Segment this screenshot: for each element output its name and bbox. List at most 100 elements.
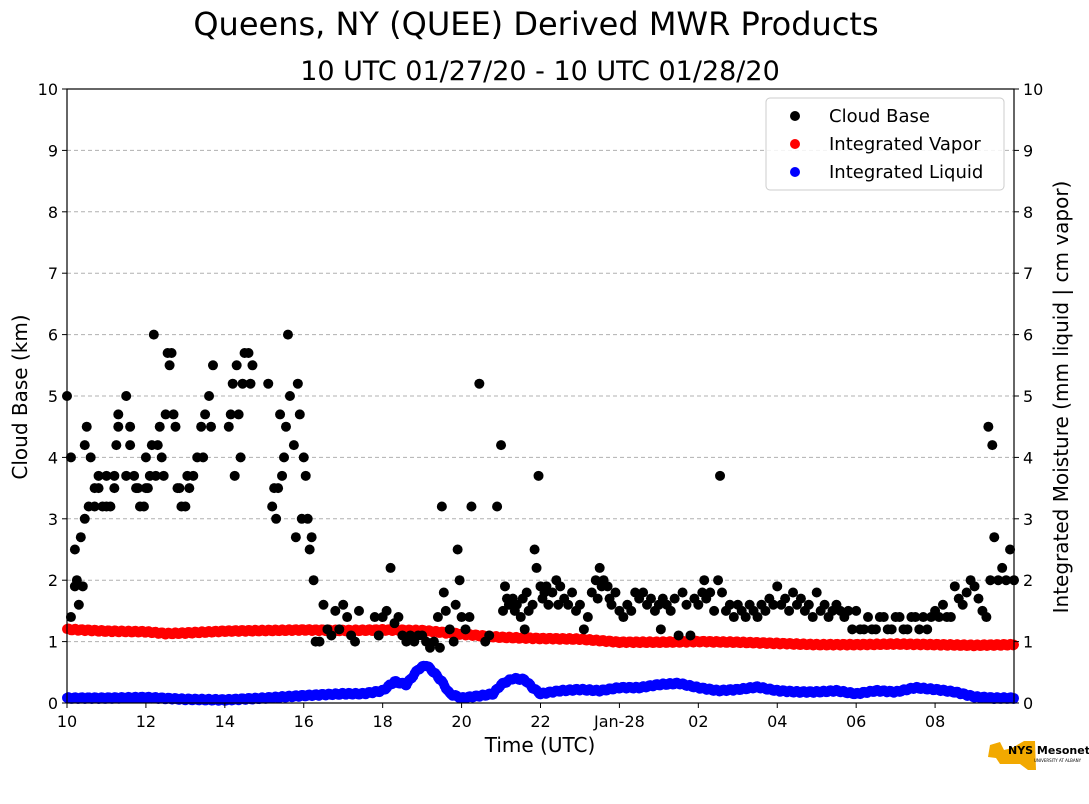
cloud-base-point xyxy=(289,440,299,450)
cloud-base-point xyxy=(796,594,806,604)
cloud-base-point xyxy=(105,502,115,512)
cloud-base-point xyxy=(729,612,739,622)
series-integrated-liquid xyxy=(62,661,1019,706)
cloud-base-point xyxy=(196,422,206,432)
cloud-base-point xyxy=(638,587,648,597)
cloud-base-point xyxy=(666,606,676,616)
x-tick-label: 06 xyxy=(846,712,866,731)
cloud-base-point xyxy=(437,502,447,512)
y-tick-label: 1 xyxy=(48,633,58,652)
cloud-base-point xyxy=(291,532,301,542)
cloud-base-point xyxy=(206,422,216,432)
y2-tick-label: 5 xyxy=(1023,387,1033,406)
cloud-base-point xyxy=(887,624,897,634)
y-tick-label: 9 xyxy=(48,141,58,160)
x-tick-label: 12 xyxy=(136,712,156,731)
x-tick-label: 22 xyxy=(530,712,550,731)
cloud-base-point xyxy=(445,624,455,634)
cloud-base-point xyxy=(303,514,313,524)
cloud-base-point xyxy=(567,587,577,597)
cloud-base-point xyxy=(543,600,553,610)
cloud-base-point xyxy=(318,600,328,610)
cloud-base-point xyxy=(129,471,139,481)
legend-label-integrated-vapor: Integrated Vapor xyxy=(829,134,981,155)
legend-marker-cloud-base xyxy=(790,111,800,121)
cloud-base-point xyxy=(983,422,993,432)
cloud-base-point xyxy=(705,587,715,597)
cloud-base-point xyxy=(228,379,238,389)
cloud-base-point xyxy=(851,606,861,616)
cloud-base-point xyxy=(670,594,680,604)
cloud-base-point xyxy=(121,391,131,401)
cloud-base-point xyxy=(165,360,175,370)
cloud-base-point xyxy=(109,483,119,493)
cloud-base-point xyxy=(753,612,763,622)
cloud-base-point xyxy=(149,330,159,340)
cloud-base-point xyxy=(863,612,873,622)
y2-tick-label: 8 xyxy=(1023,203,1033,222)
cloud-base-point xyxy=(309,575,319,585)
x-tick-label: 16 xyxy=(294,712,314,731)
legend-marker-integrated-liquid xyxy=(790,167,800,177)
cloud-base-point xyxy=(516,612,526,622)
cloud-base-point xyxy=(603,581,613,591)
chart: Queens, NY (QUEE) Derived MWR Products 1… xyxy=(0,0,1089,804)
cloud-base-point xyxy=(772,581,782,591)
cloud-base-point xyxy=(273,483,283,493)
cloud-base-point xyxy=(484,630,494,640)
cloud-base-point xyxy=(111,440,121,450)
cloud-base-point xyxy=(374,630,384,640)
y2-tick-label: 9 xyxy=(1023,141,1033,160)
cloud-base-point xyxy=(244,348,254,358)
cloud-base-point xyxy=(439,587,449,597)
cloud-base-point xyxy=(224,422,234,432)
cloud-base-point xyxy=(386,563,396,573)
cloud-base-point xyxy=(583,612,593,622)
cloud-base-point xyxy=(200,409,210,419)
cloud-base-point xyxy=(275,409,285,419)
cloud-base-point xyxy=(113,422,123,432)
cloud-base-point xyxy=(342,612,352,622)
y2-tick-label: 1 xyxy=(1023,633,1033,652)
series-cloud-base xyxy=(62,330,1019,653)
cloud-base-point xyxy=(520,624,530,634)
cloud-base-point xyxy=(685,630,695,640)
y2-tick-label: 2 xyxy=(1023,571,1033,590)
cloud-base-point xyxy=(555,581,565,591)
cloud-base-point xyxy=(656,624,666,634)
cloud-base-point xyxy=(464,612,474,622)
cloud-base-point xyxy=(113,409,123,419)
y-tick-label: 7 xyxy=(48,264,58,283)
cloud-base-point xyxy=(157,452,167,462)
cloud-base-point xyxy=(699,575,709,585)
cloud-base-point xyxy=(970,581,980,591)
cloud-base-point xyxy=(180,502,190,512)
cloud-base-point xyxy=(234,409,244,419)
cloud-base-point xyxy=(125,440,135,450)
cloud-base-point xyxy=(593,594,603,604)
x-tick-label: 02 xyxy=(688,712,708,731)
cloud-base-point xyxy=(334,624,344,634)
cloud-base-point xyxy=(245,379,255,389)
y2-tick-label: 6 xyxy=(1023,326,1033,345)
cloud-base-point xyxy=(76,532,86,542)
cloud-base-point xyxy=(938,600,948,610)
cloud-base-point xyxy=(989,532,999,542)
cloud-base-point xyxy=(474,379,484,389)
y-tick-label: 4 xyxy=(48,448,58,467)
cloud-base-point xyxy=(500,581,510,591)
cloud-base-point xyxy=(198,452,208,462)
y2-tick-label: 0 xyxy=(1023,694,1033,713)
cloud-base-point xyxy=(267,502,277,512)
chart-subtitle: 10 UTC 01/27/20 - 10 UTC 01/28/20 xyxy=(300,56,780,87)
cloud-base-point xyxy=(575,600,585,610)
cloud-base-point xyxy=(812,587,822,597)
x-tick-label: 18 xyxy=(372,712,392,731)
cloud-base-point xyxy=(492,502,502,512)
cloud-base-point xyxy=(962,587,972,597)
cloud-base-point xyxy=(530,545,540,555)
cloud-base-point xyxy=(94,483,104,493)
y-tick-label: 0 xyxy=(48,694,58,713)
y2-tick-label: 3 xyxy=(1023,510,1033,529)
cloud-base-point xyxy=(188,471,198,481)
